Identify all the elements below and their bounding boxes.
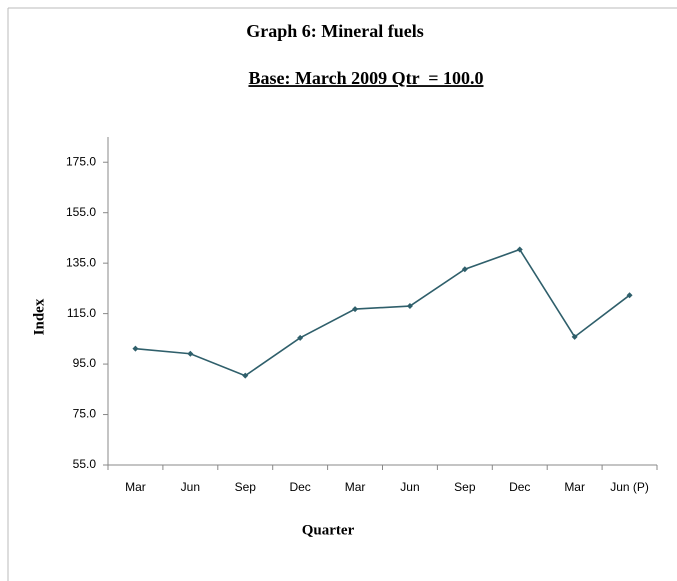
x-tick-label: Mar [345, 480, 366, 494]
point [187, 350, 194, 357]
point [242, 372, 249, 379]
x-tick-label: Dec [509, 480, 530, 494]
x-axis-label: Quarter [302, 522, 355, 538]
y-tick-label: 135.0 [66, 255, 96, 269]
point [461, 266, 468, 273]
x-tick-label: Mar [125, 480, 146, 494]
point [571, 333, 578, 340]
x-tick-label: Jun [181, 480, 200, 494]
chart-subtitle: Base: March 2009 Qtr = 100.0 [248, 68, 483, 88]
point [297, 334, 304, 341]
y-tick-label: 155.0 [66, 205, 96, 219]
y-tick-label: 95.0 [73, 356, 97, 370]
x-tick-label: Jun [400, 480, 419, 494]
chart-title: Graph 6: Mineral fuels [246, 21, 424, 41]
point [132, 345, 139, 352]
x-tick-label: Sep [235, 480, 257, 494]
point [352, 306, 359, 313]
y-tick-label: 75.0 [73, 407, 97, 421]
y-tick-label: 175.0 [66, 154, 96, 168]
y-tick-label: 115.0 [67, 306, 96, 320]
x-tick-label: Sep [454, 480, 476, 494]
y-axis-label: Index [31, 298, 47, 335]
x-tick-label: Dec [289, 480, 310, 494]
x-tick-label: Mar [564, 480, 585, 494]
point [626, 292, 633, 299]
x-tick-label: Jun (P) [610, 480, 649, 494]
point [516, 246, 523, 253]
y-tick-label: 55.0 [73, 457, 97, 471]
point [406, 303, 413, 310]
series-line [135, 248, 631, 377]
